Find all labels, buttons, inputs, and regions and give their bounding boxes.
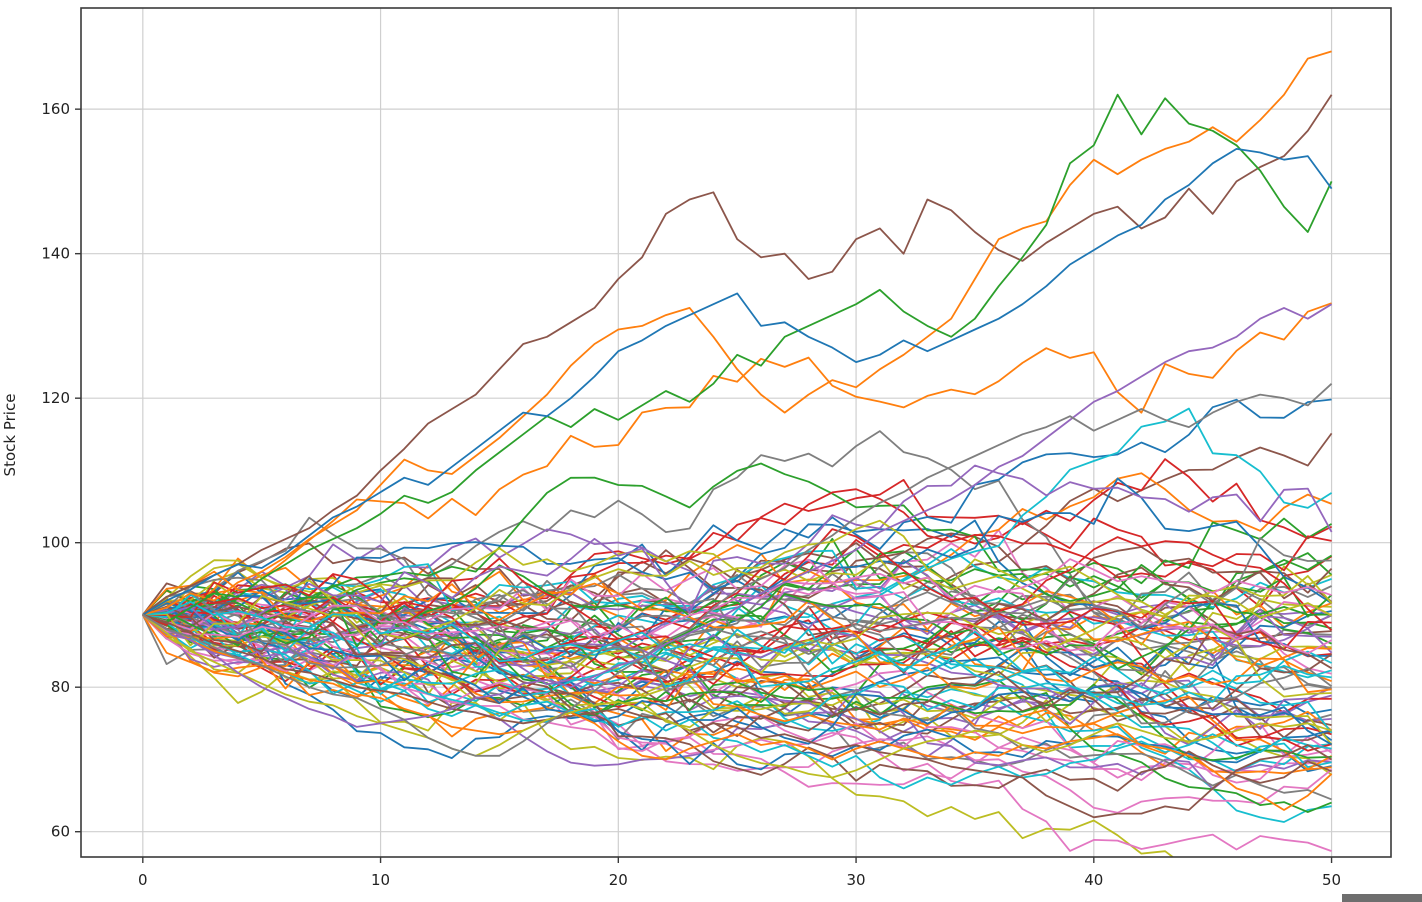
highlighted-path-line xyxy=(142,50,1332,616)
x-tick-label: 50 xyxy=(1322,871,1341,889)
y-tick-label: 100 xyxy=(41,534,70,552)
simulated-path-line xyxy=(142,606,1332,767)
highlighted-path-line xyxy=(142,614,1332,779)
plot-frame xyxy=(80,7,1392,858)
simulated-path-line xyxy=(142,591,1332,689)
x-tick-label: 0 xyxy=(138,871,148,889)
simulated-path-line xyxy=(142,547,1333,619)
simulated-path-line xyxy=(142,607,1332,703)
simulated-path-line xyxy=(142,537,1332,692)
simulated-path-line xyxy=(142,573,1332,801)
y-tick-label: 80 xyxy=(51,678,70,696)
y-tick-label: 140 xyxy=(41,245,70,263)
highlighted-path-line xyxy=(142,614,1333,811)
simulated-path-line xyxy=(142,560,1333,683)
simulated-path-line xyxy=(142,614,1332,768)
simulated-path-line xyxy=(142,559,1332,698)
highlighted-path-line xyxy=(142,303,1333,728)
simulated-path-line xyxy=(142,580,1333,655)
ticks: 0 10 20 30 40 50 60 80 100 120 140 160 xyxy=(41,100,1341,889)
highlighted-path-line xyxy=(142,383,1333,757)
simulated-path-line xyxy=(142,593,1332,697)
simulated-path-line xyxy=(142,606,1333,737)
simulated-path-line xyxy=(142,528,1332,651)
simulated-path-line xyxy=(142,536,1333,696)
simulated-path-line xyxy=(142,614,1333,771)
y-tick-label: 160 xyxy=(41,100,70,118)
grid xyxy=(81,8,1391,857)
y-tick-label: 120 xyxy=(41,389,70,407)
highlighted-path-line xyxy=(142,93,1333,624)
window-corner-tab xyxy=(1342,894,1422,902)
simulated-path-line xyxy=(142,564,1332,670)
simulated-path-line xyxy=(142,597,1333,755)
simulated-path-line xyxy=(142,614,1332,775)
series-group xyxy=(141,50,1333,857)
simulated-path-line xyxy=(142,594,1332,747)
highlighted-path-line xyxy=(142,614,1332,790)
highlighted-path-line xyxy=(142,147,1333,616)
simulated-path-line xyxy=(142,570,1332,694)
simulated-path-line xyxy=(142,575,1332,674)
x-tick-label: 10 xyxy=(371,871,390,889)
simulated-path-line xyxy=(142,464,1333,631)
x-tick-label: 20 xyxy=(609,871,628,889)
simulated-path-line xyxy=(142,600,1332,706)
y-tick-label: 60 xyxy=(51,823,70,841)
simulated-path-line xyxy=(142,605,1333,746)
y-axis-label: Stock Price xyxy=(1,394,19,477)
x-tick-label: 40 xyxy=(1084,871,1103,889)
simulated-path-line xyxy=(142,576,1333,725)
highlighted-path-line xyxy=(142,614,1333,819)
simulated-path-line xyxy=(142,596,1332,752)
highlighted-path-line xyxy=(142,94,1333,616)
x-tick-label: 30 xyxy=(847,871,866,889)
simulated-path-line xyxy=(142,614,1332,707)
